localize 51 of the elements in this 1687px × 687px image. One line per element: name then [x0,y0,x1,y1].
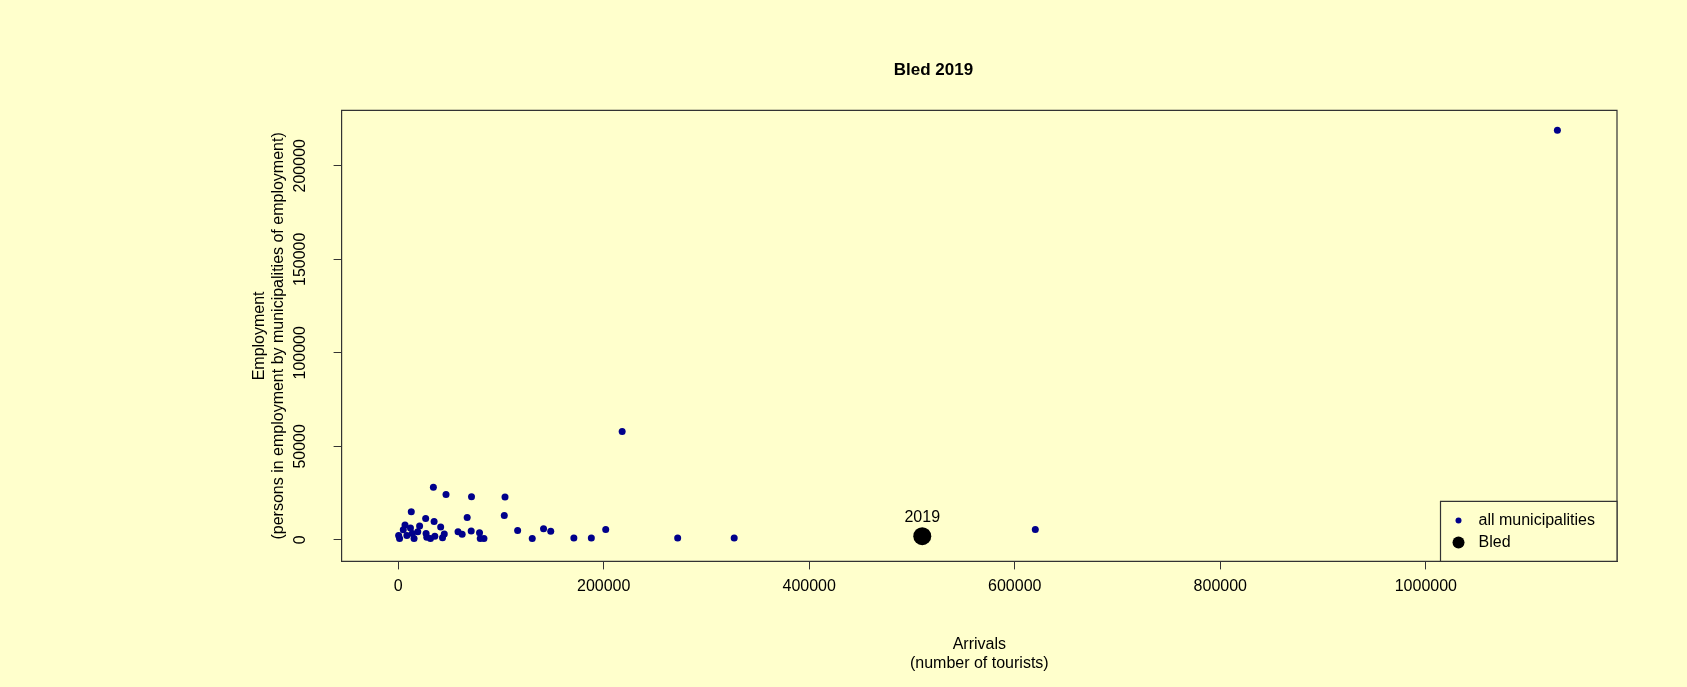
point [528,534,536,542]
point [410,534,418,542]
y-tick-label: 0 [291,535,309,545]
point [540,525,548,533]
point [440,530,448,538]
point [399,526,407,534]
point [407,508,415,516]
point [913,527,932,546]
point [430,518,438,526]
point [587,534,595,542]
point [602,526,610,534]
point [1031,526,1039,534]
y-tick-label: 100000 [291,326,309,380]
point [403,531,411,539]
point [429,483,437,491]
x-tick-label: 400000 [782,577,837,595]
y-axis-title: Employment (persons in employment by municipalities of employment) [250,132,287,540]
point [514,527,522,535]
point [500,512,508,520]
point [570,534,578,542]
chart-title: Bled 2019 [893,59,974,79]
x-tick-label: 200000 [576,577,631,595]
x-axis-title: Arrivals (number of tourists) [909,634,1049,671]
point [547,527,555,535]
point [414,528,422,536]
y-tick-label: 200000 [291,138,309,193]
point [463,513,471,521]
point [618,427,626,435]
x-tick-label: 1000000 [1394,577,1458,595]
point [458,530,466,538]
point [1553,126,1561,134]
point [501,493,509,501]
x-tick-label: 0 [393,577,403,595]
legend-label: Bled [1478,532,1511,550]
y-tick-label: 150000 [291,232,309,286]
point [476,529,484,537]
point [674,534,682,542]
x-tick-label: 800000 [1193,577,1248,595]
point [468,493,475,501]
point [442,490,450,498]
point [467,527,475,535]
annotation: 2019 [904,507,941,525]
legend-label: all municipalities [1478,510,1596,528]
point [480,534,488,542]
point [431,532,439,540]
x-tick-label: 600000 [988,577,1042,595]
point [730,534,738,542]
point [406,524,414,532]
point [437,523,445,531]
y-tick-label: 50000 [291,424,309,469]
point [422,514,430,522]
